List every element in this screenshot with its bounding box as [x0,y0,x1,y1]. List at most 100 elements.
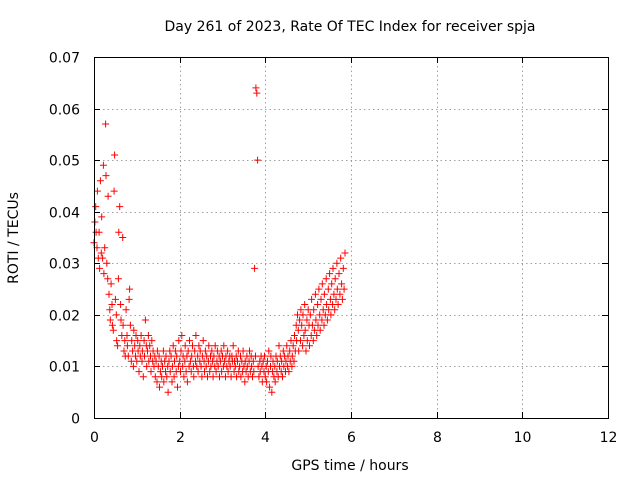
data-point [309,337,317,345]
data-point [110,187,118,195]
data-point [209,373,217,381]
data-point [313,332,321,339]
data-point [288,362,296,370]
data-point [96,264,104,272]
data-point [329,264,337,272]
data-point [303,316,311,324]
data-point [291,332,298,339]
data-point [333,285,341,293]
data-point [295,347,303,355]
data-point [261,373,269,381]
data-point [290,357,298,365]
data-point [138,357,146,365]
data-point [340,285,348,293]
data-points [90,84,349,396]
data-point [254,156,262,164]
data-point [137,332,145,339]
data-point [103,259,111,267]
data-point [106,316,114,324]
data-point [126,285,134,293]
data-point [237,373,245,381]
data-point [96,177,104,185]
data-point [271,378,279,386]
data-point [163,373,171,381]
data-point [220,342,228,350]
data-point [173,352,181,360]
data-point [206,368,214,376]
data-point [279,373,286,381]
data-point [331,306,339,314]
data-point [308,295,316,303]
data-point [190,373,198,381]
y-tick-label: 0.01 [49,360,80,376]
y-tick-label: 0.03 [49,257,80,273]
data-point [102,172,110,180]
data-point [331,275,339,283]
data-point [334,301,342,308]
data-point [117,301,125,308]
axis-ticks [94,57,609,419]
data-point [268,388,276,396]
data-point [283,342,291,350]
data-point [241,378,249,386]
data-point [312,316,320,324]
data-point [105,290,113,298]
data-point [108,321,116,329]
data-point [101,244,109,252]
data-point [107,280,115,288]
data-point [332,295,340,303]
data-point [314,321,322,329]
data-point [302,347,310,355]
data-point [104,192,112,200]
data-point [301,301,309,308]
data-point [156,383,163,391]
data-point [143,362,151,370]
data-point [252,84,260,92]
data-point [194,368,202,376]
data-point [224,368,232,376]
data-point [237,352,244,360]
data-point [317,295,325,303]
data-point [301,326,309,334]
data-point [299,311,307,319]
data-point [288,352,296,360]
data-point [248,362,256,370]
data-point [306,311,314,319]
data-point [239,347,247,355]
y-tick-label: 0 [71,412,80,428]
data-point [192,332,200,339]
data-point [181,342,189,350]
data-point [201,347,209,355]
data-point [119,234,127,241]
data-point [146,342,154,350]
data-point [306,342,313,350]
data-point [136,342,144,350]
data-point [178,332,186,339]
data-point [327,311,335,319]
data-point [147,368,155,376]
data-point [140,337,148,345]
data-point [314,301,322,308]
data-point [169,342,177,350]
data-point [117,316,125,324]
data-point [112,311,120,319]
data-point [125,295,133,303]
data-point [341,249,349,257]
data-point [139,373,147,381]
y-tick-label: 0.06 [49,103,80,119]
data-point [153,378,161,386]
data-point [111,151,119,159]
data-point [195,342,203,350]
data-point [330,290,338,298]
data-point [310,306,318,314]
data-point [333,259,341,267]
data-point [168,362,176,370]
y-tick-label: 0.02 [49,309,80,325]
data-point [249,373,256,381]
data-point [183,378,191,386]
data-point [170,373,178,381]
y-axis-title: ROTI / TECUs [6,192,22,284]
data-point [338,295,346,303]
data-point [250,368,258,376]
data-point [246,347,253,355]
